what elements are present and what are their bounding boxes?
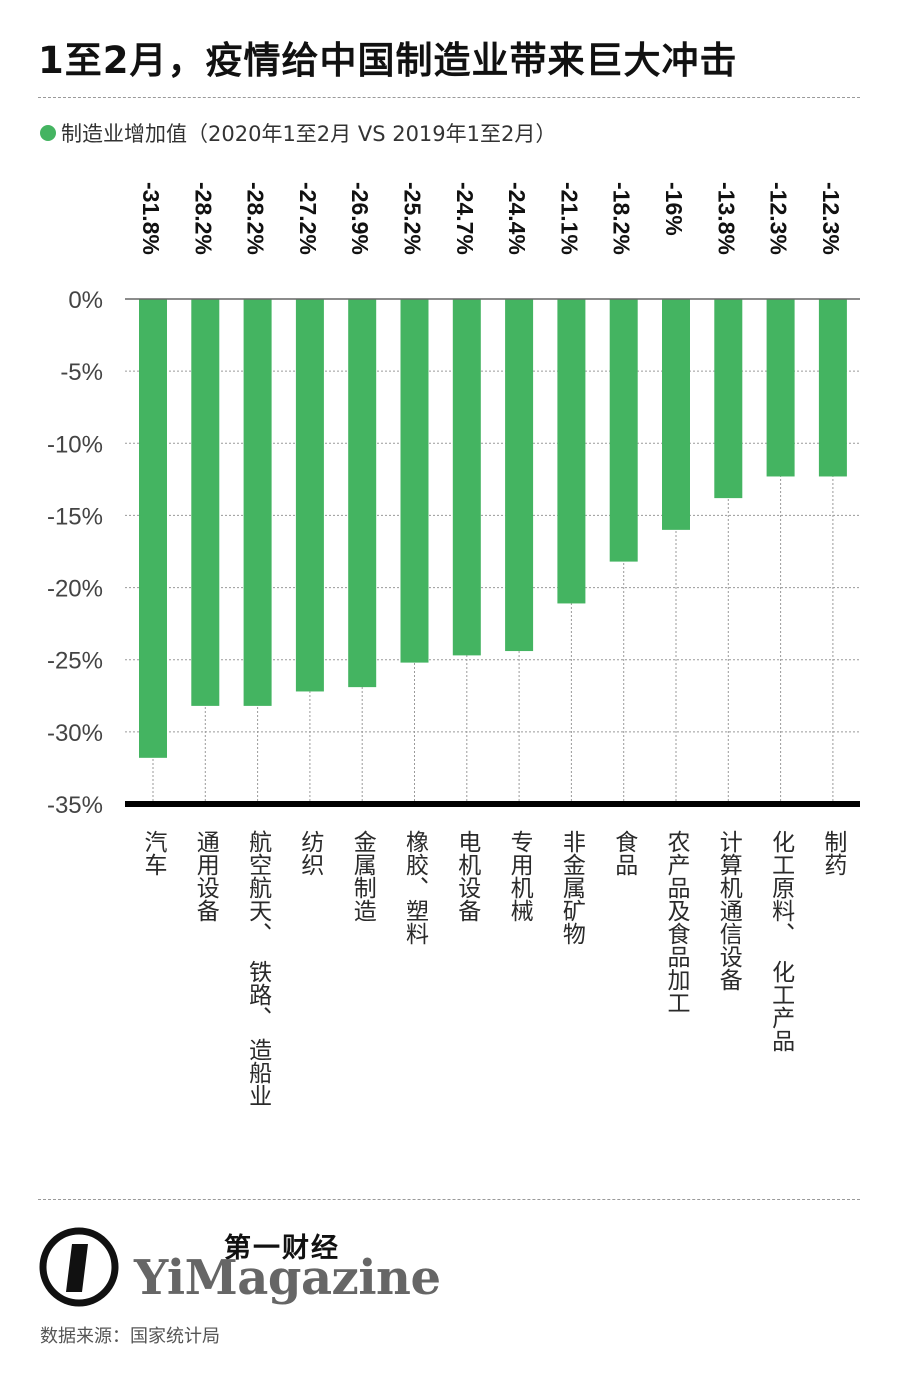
bar	[662, 299, 690, 530]
bar	[139, 299, 167, 758]
logo-english-name: YiMagazine	[134, 1250, 441, 1306]
data-label: -13.8%	[713, 182, 739, 255]
data-label: -21.1%	[556, 182, 582, 255]
y-tick-label: -20%	[47, 576, 103, 603]
y-tick-label: -10%	[47, 431, 103, 458]
bar	[295, 299, 324, 692]
category-label: 计算机通信设备	[715, 830, 743, 991]
category-label: 化工产品	[768, 960, 796, 1052]
category-label: 航空航天、	[245, 830, 273, 945]
data-label: -24.4%	[504, 182, 530, 255]
bar	[557, 299, 586, 604]
category-label: 农产品及食品加工	[663, 830, 691, 1014]
data-label: -27.2%	[295, 182, 321, 255]
data-label: -28.2%	[243, 182, 269, 255]
y-tick-label: 0%	[68, 287, 103, 314]
data-label: -26.9%	[347, 182, 373, 255]
data-label: -31.8%	[138, 182, 164, 255]
x-axis-baseline	[125, 801, 860, 807]
category-label: 造船业	[245, 1038, 273, 1107]
data-label: -16%	[661, 182, 687, 236]
y-tick-label: -35%	[47, 792, 103, 819]
data-label: -12.3%	[818, 182, 844, 255]
category-label: 通用设备	[192, 830, 220, 922]
category-label: 橡胶、塑料	[402, 830, 430, 945]
bar-chart: 0% -5% -10% -15% -20% -25% -30% -35% -31.8% 汽车 -28…	[47, 182, 860, 1107]
category-label: 非金属矿物	[558, 830, 586, 945]
legend-swatch	[40, 125, 56, 141]
logo-chinese-name: 第一财经	[224, 1233, 340, 1264]
category-label: 食品	[611, 830, 639, 876]
legend: 制造业增加值（2020年1至2月 VS 2019年1至2月）	[40, 118, 556, 148]
bar	[714, 299, 743, 499]
brand-logo: 第一财经 YiMagazine	[38, 1222, 458, 1312]
data-label: -12.3%	[766, 182, 792, 255]
top-divider	[38, 97, 860, 98]
data-label: -25.2%	[400, 182, 426, 255]
bottom-divider	[38, 1199, 860, 1200]
bar	[818, 299, 847, 477]
data-label: -24.7%	[452, 182, 478, 255]
category-label: 纺织	[297, 830, 325, 876]
category-label: 专用机械	[506, 830, 534, 922]
category-label: 电机设备	[454, 830, 482, 922]
data-source-note: 数据来源：国家统计局	[40, 1326, 220, 1347]
bar	[505, 299, 534, 652]
category-label: 金属制造	[349, 830, 377, 922]
y-tick-label: -5%	[60, 359, 103, 386]
bar	[348, 299, 377, 688]
y-tick-label: -25%	[47, 648, 103, 675]
bar	[191, 299, 220, 706]
bar	[243, 299, 272, 706]
category-label: 制药	[820, 830, 848, 876]
data-label: -28.2%	[190, 182, 216, 255]
chart-title: 1至2月，疫情给中国制造业带来巨大冲击	[38, 39, 738, 82]
bar	[400, 299, 429, 663]
bar	[609, 299, 638, 562]
y-tick-label: -30%	[47, 720, 103, 747]
bar	[452, 299, 481, 656]
data-label: -18.2%	[609, 182, 635, 255]
y-tick-label: -15%	[47, 503, 103, 530]
bar	[766, 299, 795, 477]
yimagazine-logo-icon	[39, 1227, 119, 1307]
category-label: 汽车	[140, 830, 168, 876]
category-label: 铁路、	[245, 960, 273, 1029]
legend-label: 制造业增加值（2020年1至2月 VS 2019年1至2月）	[61, 122, 557, 146]
category-label: 化工原料、	[768, 830, 796, 945]
